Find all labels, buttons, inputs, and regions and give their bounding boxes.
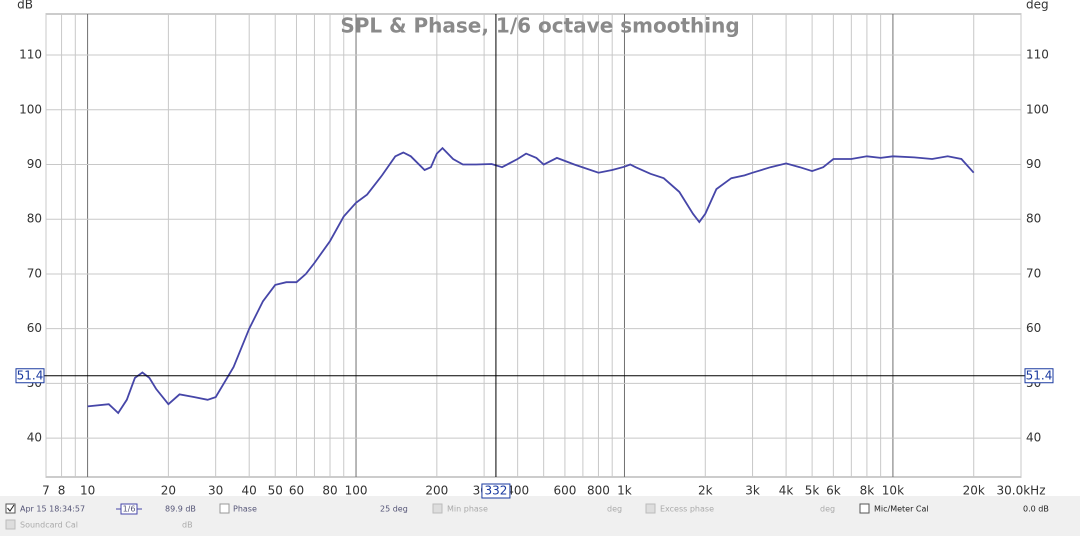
x-tick-label: 100 <box>345 484 368 498</box>
mic-cal[interactable]: Mic/Meter Cal <box>874 505 929 514</box>
y2-tick-label: 90 <box>1026 157 1041 171</box>
x-tick-label: 800 <box>587 484 610 498</box>
y-tick-label: 40 <box>27 431 42 445</box>
cursor-y-label: 51.4 <box>17 368 44 382</box>
mic-cal-value: 0.0 dB <box>1023 505 1049 514</box>
phase-value: 25 deg <box>380 505 408 514</box>
x-tick-label: 50 <box>268 484 283 498</box>
y2-tick-label: 80 <box>1026 212 1041 226</box>
series-line <box>87 146 975 415</box>
x-tick-label: 5k <box>805 484 820 498</box>
x-tick-label: 40 <box>242 484 257 498</box>
plot-area <box>45 13 1022 478</box>
x-tick-label: 2k <box>698 484 713 498</box>
cursor-box <box>481 483 511 499</box>
x-tick-label: 400 <box>506 484 529 498</box>
x-tick-label: 8k <box>860 484 875 498</box>
x-tick-label: 10 <box>80 484 95 498</box>
y2-tick-label: 60 <box>1026 321 1041 335</box>
check <box>7 504 15 512</box>
y-tick-label: 100 <box>19 102 42 116</box>
cursor-box <box>1024 368 1054 384</box>
chart-title: SPL & Phase, 1/6 octave smoothing <box>340 14 739 38</box>
checkbox[interactable] <box>5 519 16 530</box>
y-tick-label: 110 <box>19 48 42 62</box>
x-tick-label: 30.0kHz <box>997 484 1046 498</box>
excess-phase[interactable]: Excess phase <box>660 505 714 514</box>
x-tick-label: 6k <box>826 484 841 498</box>
x-tick-label: 7 <box>42 484 50 498</box>
y-tick-label: 90 <box>27 157 42 171</box>
y2-tick-label: 70 <box>1026 266 1041 280</box>
x-tick-label: 1k <box>617 484 632 498</box>
checkbox[interactable] <box>645 503 656 514</box>
x-tick-label: 8 <box>58 484 66 498</box>
legend-bar-bg <box>0 496 1080 536</box>
checkbox[interactable] <box>219 503 230 514</box>
level: 89.9 dB <box>165 505 196 514</box>
y-tick-label: 60 <box>27 321 42 335</box>
x-tick-label: 60 <box>289 484 304 498</box>
x-tick-label: 20k <box>963 484 985 498</box>
min-phase-unit: deg <box>607 505 622 514</box>
min-phase[interactable]: Min phase <box>447 505 488 514</box>
checkbox[interactable] <box>5 503 16 514</box>
y2-tick-label: 110 <box>1026 48 1049 62</box>
y-tick-label: 80 <box>27 212 42 226</box>
x-tick-label: 3k <box>745 484 760 498</box>
x-tick-label: 10k <box>882 484 904 498</box>
x-tick-label: 200 <box>425 484 448 498</box>
cursor-x-label: 332 <box>484 484 507 498</box>
x-tick-label: 80 <box>322 484 337 498</box>
x-tick-label: 20 <box>161 484 176 498</box>
soundcard-cal[interactable]: Soundcard Cal <box>20 521 78 530</box>
x-tick-label: 600 <box>553 484 576 498</box>
y2-tick-label: 100 <box>1026 102 1049 116</box>
cursor-y2-label: 51.4 <box>1026 368 1053 382</box>
cursor-box <box>15 368 45 384</box>
plot: 78102030405060801002003004006008001k2k3k… <box>15 13 1054 499</box>
phase[interactable]: Phase <box>233 505 257 514</box>
y-tick-label: 70 <box>27 266 42 280</box>
smoothing-box[interactable] <box>120 503 138 515</box>
checkbox[interactable] <box>859 503 870 514</box>
x-tick-label: 4k <box>779 484 794 498</box>
y2-axis-label: deg <box>1026 0 1049 12</box>
legend-entry[interactable]: Apr 15 18:34:57 <box>20 505 85 514</box>
checkbox[interactable] <box>432 503 443 514</box>
soundcard-cal-unit: dB <box>182 521 193 530</box>
y-axis-label: dB <box>17 0 33 12</box>
y2-tick-label: 40 <box>1026 431 1041 445</box>
excess-phase-unit: deg <box>820 505 835 514</box>
x-tick-label: 30 <box>208 484 223 498</box>
smoothing: 1/6 <box>123 505 136 514</box>
